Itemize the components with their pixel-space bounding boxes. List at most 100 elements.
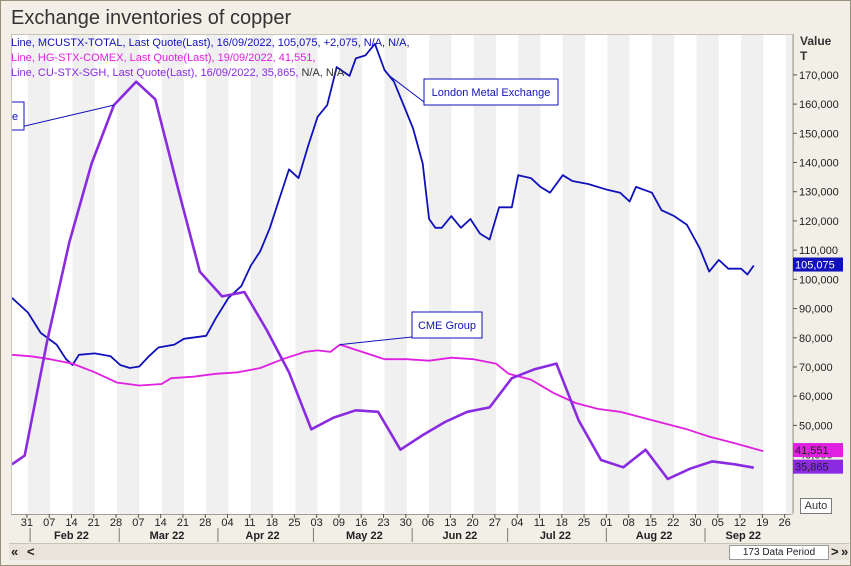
x-tick-label: 25 [288, 517, 300, 529]
last-value-flag-hg-stx-comex [793, 443, 843, 458]
legend-item-mcustx[interactable]: Line, MCUSTX-TOTAL, Last Quote(Last), 16… [11, 37, 410, 49]
series-line-cu-stx-sgh [12, 80, 755, 481]
data-period-label: 173 Data Period [729, 545, 829, 560]
week-stripe [562, 35, 586, 514]
x-tick-label: 11 [244, 517, 255, 529]
x-tick-label: 12 [734, 517, 746, 529]
auto-scale-button[interactable]: Auto [800, 498, 832, 514]
series-line-hg-stx-comex [12, 343, 764, 452]
sgh-callout-box [12, 101, 25, 131]
x-tick-label: 30 [689, 517, 701, 529]
week-stripe [27, 35, 51, 514]
cme-callout-line [339, 336, 413, 346]
x-tick-label: 27 [489, 517, 501, 529]
week-stripe [72, 35, 95, 514]
y-axis-title-line1: Value [800, 34, 832, 48]
last-value-label-hg-stx-comex: 41,551 [795, 445, 829, 457]
x-month-label: Jun 22 [442, 530, 477, 542]
week-stripe [161, 35, 184, 514]
x-axis[interactable]: 31 07 14 21 28 07 14 21 28 04 11 18 25 03 09 16 23 30 06 13… [11, 514, 791, 542]
scroll-next-button[interactable]: > [831, 544, 839, 559]
x-month-label: Feb 22 [54, 530, 89, 542]
y-tick-label: 150,000 [799, 128, 839, 140]
y-axis-title: Value T [800, 34, 831, 64]
y-tick-label: 100,000 [799, 274, 839, 286]
x-tick-label: 18 [266, 517, 278, 529]
x-tick-label: 06 [422, 517, 434, 529]
x-tick-label: 08 [623, 517, 635, 529]
x-tick-label: 15 [645, 517, 657, 529]
x-tick-label: 23 [377, 517, 389, 529]
week-stripe [250, 35, 274, 514]
y-tick-label: 60,000 [799, 391, 833, 403]
navigation-bar: « < 173 Data Period > » [9, 543, 849, 560]
x-tick-label: 25 [578, 517, 590, 529]
cme-callout-label: CME Group [418, 320, 476, 332]
scroll-start-button[interactable]: « [11, 544, 19, 559]
chart-title: Exchange inventories of copper [11, 7, 292, 29]
last-value-label-mcustx-total: 105,075 [795, 260, 835, 272]
legend: Line, MCUSTX-TOTAL, Last Quote(Last), 16… [11, 36, 711, 81]
y-tick-label: 120,000 [799, 216, 839, 228]
x-month-label: Sep 22 [726, 530, 761, 542]
y-tick-label: 110,000 [799, 245, 838, 257]
x-tick-label: 21 [88, 517, 100, 529]
sgh-callout-label: e [12, 111, 18, 123]
week-stripe [339, 35, 363, 514]
week-stripe [295, 35, 318, 514]
week-stripe [117, 35, 140, 514]
y-tick-label: 70,000 [799, 362, 833, 374]
scroll-prev-button[interactable]: < [27, 544, 35, 559]
x-tick-label: 21 [177, 517, 189, 529]
y-axis[interactable]: 40,00050,00060,00070,00080,00090,000100,… [793, 34, 851, 513]
x-tick-label: 16 [355, 517, 367, 529]
x-tick-label: 11 [534, 517, 545, 529]
x-tick-label: 30 [400, 517, 412, 529]
x-tick-label: 20 [467, 517, 479, 529]
x-tick-label: 18 [556, 517, 568, 529]
x-tick-label: 28 [110, 517, 122, 529]
x-month-label: Aug 22 [636, 530, 673, 542]
week-stripe [518, 35, 541, 514]
week-stripe [741, 35, 764, 514]
week-stripe [429, 35, 452, 514]
week-stripe [696, 35, 719, 514]
plot-area[interactable]: London Metal Exchange CME Group e [11, 34, 793, 515]
x-tick-label: 01 [600, 517, 612, 529]
x-tick-label: 04 [221, 517, 233, 529]
x-tick-label: 04 [511, 517, 523, 529]
x-tick-label: 14 [155, 517, 167, 529]
y-tick-label: 140,000 [799, 158, 839, 170]
x-tick-label: 03 [311, 517, 323, 529]
y-tick-label: 80,000 [799, 333, 833, 345]
last-value-label-cu-stx-sgh: 35,865 [795, 462, 829, 474]
scroll-end-button[interactable]: » [841, 544, 849, 559]
x-tick-label: 19 [756, 517, 768, 529]
lme-callout-line [387, 74, 425, 103]
week-stripe [607, 35, 630, 514]
y-tick-label: 90,000 [799, 304, 833, 316]
week-stripe [384, 35, 407, 514]
x-tick-label: 05 [712, 517, 724, 529]
last-value-flag-mcustx-total [793, 257, 843, 272]
x-month-label: Apr 22 [245, 530, 279, 542]
last-value-flag-cu-stx-sgh [793, 459, 843, 474]
legend-item-hg-comex[interactable]: Line, HG-STX-COMEX, Last Quote(Last), 19… [11, 52, 316, 64]
x-tick-label: 07 [132, 517, 144, 529]
y-axis-title-line2: T [800, 49, 808, 63]
week-stripe [785, 35, 792, 514]
x-tick-label: 07 [43, 517, 55, 529]
series-line-mcustx-total [12, 42, 755, 369]
y-tick-label: 170,000 [799, 70, 839, 82]
plot-svg: London Metal Exchange CME Group e [12, 35, 792, 514]
x-tick-label: 13 [444, 517, 456, 529]
x-tick-label: 09 [333, 517, 345, 529]
week-stripe [206, 35, 229, 514]
legend-item-cu-sgh[interactable]: Line, CU-STX-SGH, Last Quote(Last), 16/0… [11, 67, 299, 79]
cme-callout-box [411, 311, 483, 339]
sgh-callout-line [12, 104, 114, 130]
x-tick-label: 31 [21, 517, 33, 529]
x-tick-label: 28 [199, 517, 211, 529]
x-month-label: Jul 22 [540, 530, 571, 542]
